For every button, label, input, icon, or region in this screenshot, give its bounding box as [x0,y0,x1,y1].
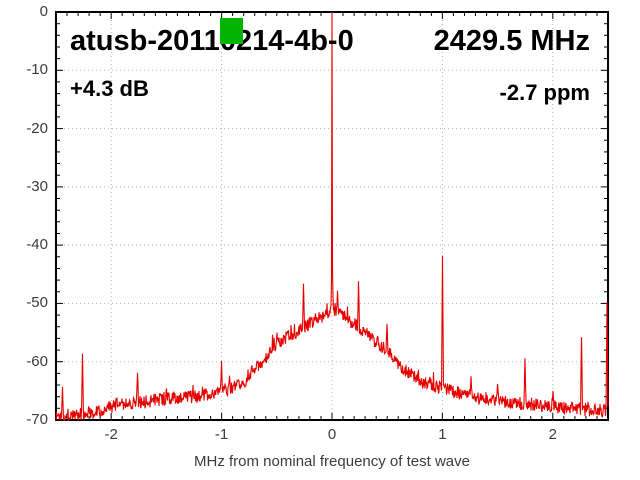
gain-offset-label: +4.3 dB [70,76,149,101]
y-tick-label: -60 [26,352,48,370]
y-tick-label: -70 [26,411,48,428]
y-tick-label: -50 [26,294,48,312]
y-tick-label: -40 [26,236,48,254]
x-axis-title: MHz from nominal frequency of test wave [194,453,470,470]
x-tick-label: 0 [327,426,337,443]
y-tick-label: -10 [26,61,48,79]
y-tick-label: -30 [26,177,48,195]
green-square-marker [220,18,243,44]
frequency-error-label: -2.7 ppm [499,80,590,105]
y-tick-label: 0 [39,3,48,20]
x-tick-label: -2 [104,426,118,443]
x-tick-label: 1 [438,426,447,443]
x-tick-label: -1 [214,426,229,443]
rf-frequency-label: 2429.5 MHz [433,25,590,57]
x-tick-label: 2 [548,426,557,443]
y-tick-label: -20 [26,119,48,137]
plot-title: atusb-20110214-4b-0 [70,25,354,57]
